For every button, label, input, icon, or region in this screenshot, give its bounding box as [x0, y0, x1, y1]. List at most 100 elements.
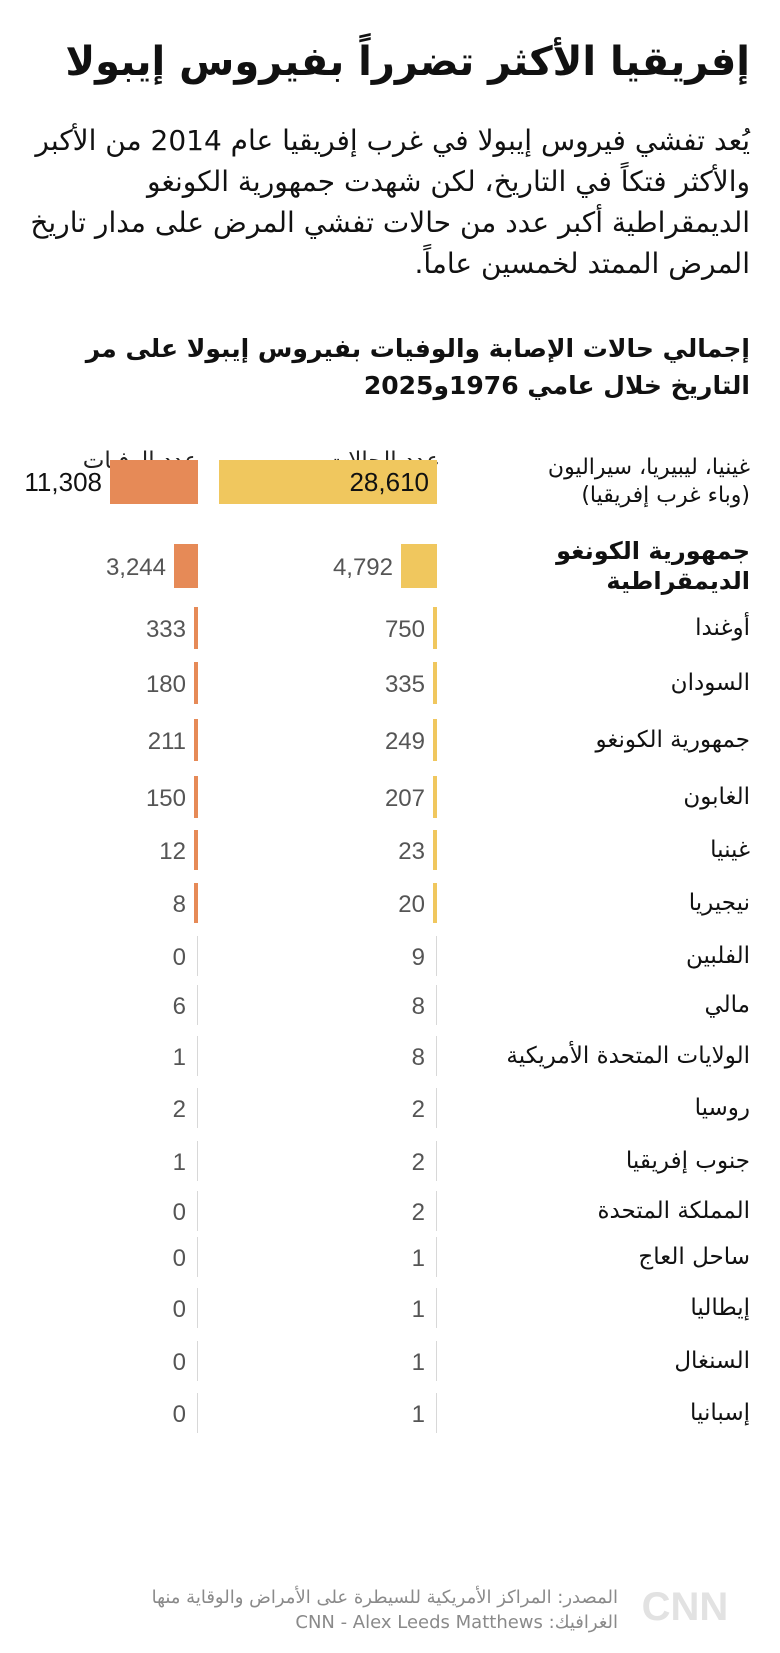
- deaths-bar: [197, 985, 198, 1025]
- category-label: أوغندا: [480, 613, 750, 643]
- deaths-value-label: 1: [173, 1149, 186, 1176]
- deaths-bar: [194, 607, 198, 649]
- cases-value-label: 1: [412, 1349, 425, 1376]
- category-label: الغابون: [480, 782, 750, 812]
- category-label: جنوب إفريقيا: [480, 1146, 750, 1176]
- deaths-bar: [194, 830, 198, 870]
- cases-value-label: 335: [385, 671, 425, 698]
- deaths-value-label: 0: [173, 1296, 186, 1323]
- deaths-value-label: 6: [173, 993, 186, 1020]
- category-label-line2: (وباء غرب إفريقيا): [581, 483, 750, 508]
- category-label-line1: أوغندا: [695, 615, 750, 641]
- category-label-line1: ساحل العاج: [638, 1244, 750, 1270]
- deaths-bar: [197, 1191, 198, 1231]
- deaths-bar: [194, 662, 198, 704]
- deaths-value-label: 150: [146, 785, 186, 812]
- page-title: إفريقيا الأكثر تضرراً بفيروس إيبولا: [65, 39, 750, 85]
- deaths-value-label: 0: [173, 1401, 186, 1428]
- category-label-line1: مالي: [704, 992, 750, 1018]
- cases-value-label: 2: [412, 1199, 425, 1226]
- deaths-value-label: 8: [173, 891, 186, 918]
- deaths-bar: [197, 1088, 198, 1128]
- category-label: المملكة المتحدة: [480, 1196, 750, 1226]
- deaths-bar: [194, 719, 198, 761]
- cases-bar: [436, 1237, 437, 1277]
- deaths-bar: [197, 1237, 198, 1277]
- deaths-value-label: 0: [173, 1349, 186, 1376]
- source-note: المصدر: المراكز الأمريكية للسيطرة على ال…: [78, 1585, 618, 1635]
- category-label-line1: غينيا، ليبيريا، سيراليون: [547, 455, 750, 480]
- source-text: المصدر: المراكز الأمريكية للسيطرة على ال…: [151, 1587, 618, 1608]
- deaths-value-label: 0: [173, 1245, 186, 1272]
- category-label: غينيا، ليبيريا، سيراليون (وباء غرب إفريقي…: [480, 454, 750, 510]
- category-label: ساحل العاج: [480, 1242, 750, 1272]
- category-label-line1: نيجيريا: [688, 890, 750, 916]
- category-label-line1: إيطاليا: [690, 1295, 750, 1321]
- cases-bar: [433, 883, 437, 923]
- category-label: الفلبين: [480, 941, 750, 971]
- cases-value-label: 9: [412, 944, 425, 971]
- deaths-value-label: 3,244: [106, 554, 166, 581]
- category-label: إسبانيا: [480, 1398, 750, 1428]
- cases-value-label: 28,610: [349, 467, 429, 497]
- deaths-value-label: 333: [146, 616, 186, 643]
- cases-bar: [436, 1393, 437, 1433]
- category-label-line1: جمهورية الكونغو: [595, 727, 750, 753]
- cases-value-label: 8: [412, 993, 425, 1020]
- cases-bar: [433, 607, 437, 649]
- graphics-credit: الغرافيك: CNN - Alex Leeds Matthews: [295, 1612, 618, 1633]
- deaths-bar: [197, 1036, 198, 1076]
- deaths-value-label: 1: [173, 1044, 186, 1071]
- cases-value-label: 8: [412, 1044, 425, 1071]
- cases-bar: [401, 544, 437, 588]
- description: يُعد تفشي فيروس إيبولا في غرب إفريقيا عا…: [30, 124, 750, 280]
- deaths-bar: [174, 544, 198, 588]
- category-label-line1: المملكة المتحدة: [597, 1198, 750, 1224]
- deaths-bar: [197, 936, 198, 976]
- deaths-value-label: 180: [146, 671, 186, 698]
- category-label-line1: السنغال: [674, 1348, 750, 1374]
- deaths-value-label: 11,308: [24, 467, 102, 497]
- deaths-bar: [197, 1288, 198, 1328]
- cases-value-label: 2: [412, 1149, 425, 1176]
- cnn-arabic-logo: CNN: [641, 1585, 729, 1629]
- cases-bar: [436, 1341, 437, 1381]
- deaths-bar: [110, 460, 198, 504]
- cases-value-label: 1: [412, 1401, 425, 1428]
- deaths-bar: [194, 883, 198, 923]
- category-label: روسيا: [480, 1093, 750, 1123]
- cases-bar: [433, 662, 437, 704]
- category-label: جمهورية الكونغو: [480, 725, 750, 755]
- category-label-line1: السودان: [670, 670, 750, 696]
- category-label: نيجيريا: [480, 888, 750, 918]
- cases-value-label: 2: [412, 1096, 425, 1123]
- deaths-value-label: 12: [159, 838, 186, 865]
- chart-subtitle: إجمالي حالات الإصابة والوفيات بفيروس إيب…: [85, 334, 750, 400]
- category-label-line2: الديمقراطية: [606, 567, 750, 595]
- category-label: السودان: [480, 668, 750, 698]
- cases-bar: [219, 460, 437, 504]
- cases-bar: [436, 1141, 437, 1181]
- cases-value-label: 20: [398, 891, 425, 918]
- category-label-line1: الفلبين: [685, 943, 750, 969]
- category-label-line1: الغابون: [683, 784, 750, 810]
- cases-bar: [433, 830, 437, 870]
- cases-value-label: 1: [412, 1296, 425, 1323]
- cases-bar: [436, 1036, 437, 1076]
- cases-bar: [436, 936, 437, 976]
- category-label-line1: جنوب إفريقيا: [625, 1148, 750, 1174]
- deaths-value-label: 2: [173, 1096, 186, 1123]
- cases-bar: [436, 985, 437, 1025]
- cases-value-label: 4,792: [333, 554, 393, 581]
- deaths-bar: [197, 1341, 198, 1381]
- category-label-line1: غينيا: [710, 837, 750, 863]
- deaths-value-label: 211: [148, 728, 186, 755]
- category-label-line1: روسيا: [694, 1095, 750, 1121]
- category-label: إيطاليا: [480, 1293, 750, 1323]
- category-label: الولايات المتحدة الأمريكية: [480, 1041, 750, 1071]
- cases-value-label: 750: [385, 616, 425, 643]
- deaths-value-label: 0: [173, 944, 186, 971]
- cases-value-label: 207: [385, 785, 425, 812]
- category-label: جمهورية الكونغو الديمقراطية: [480, 536, 750, 596]
